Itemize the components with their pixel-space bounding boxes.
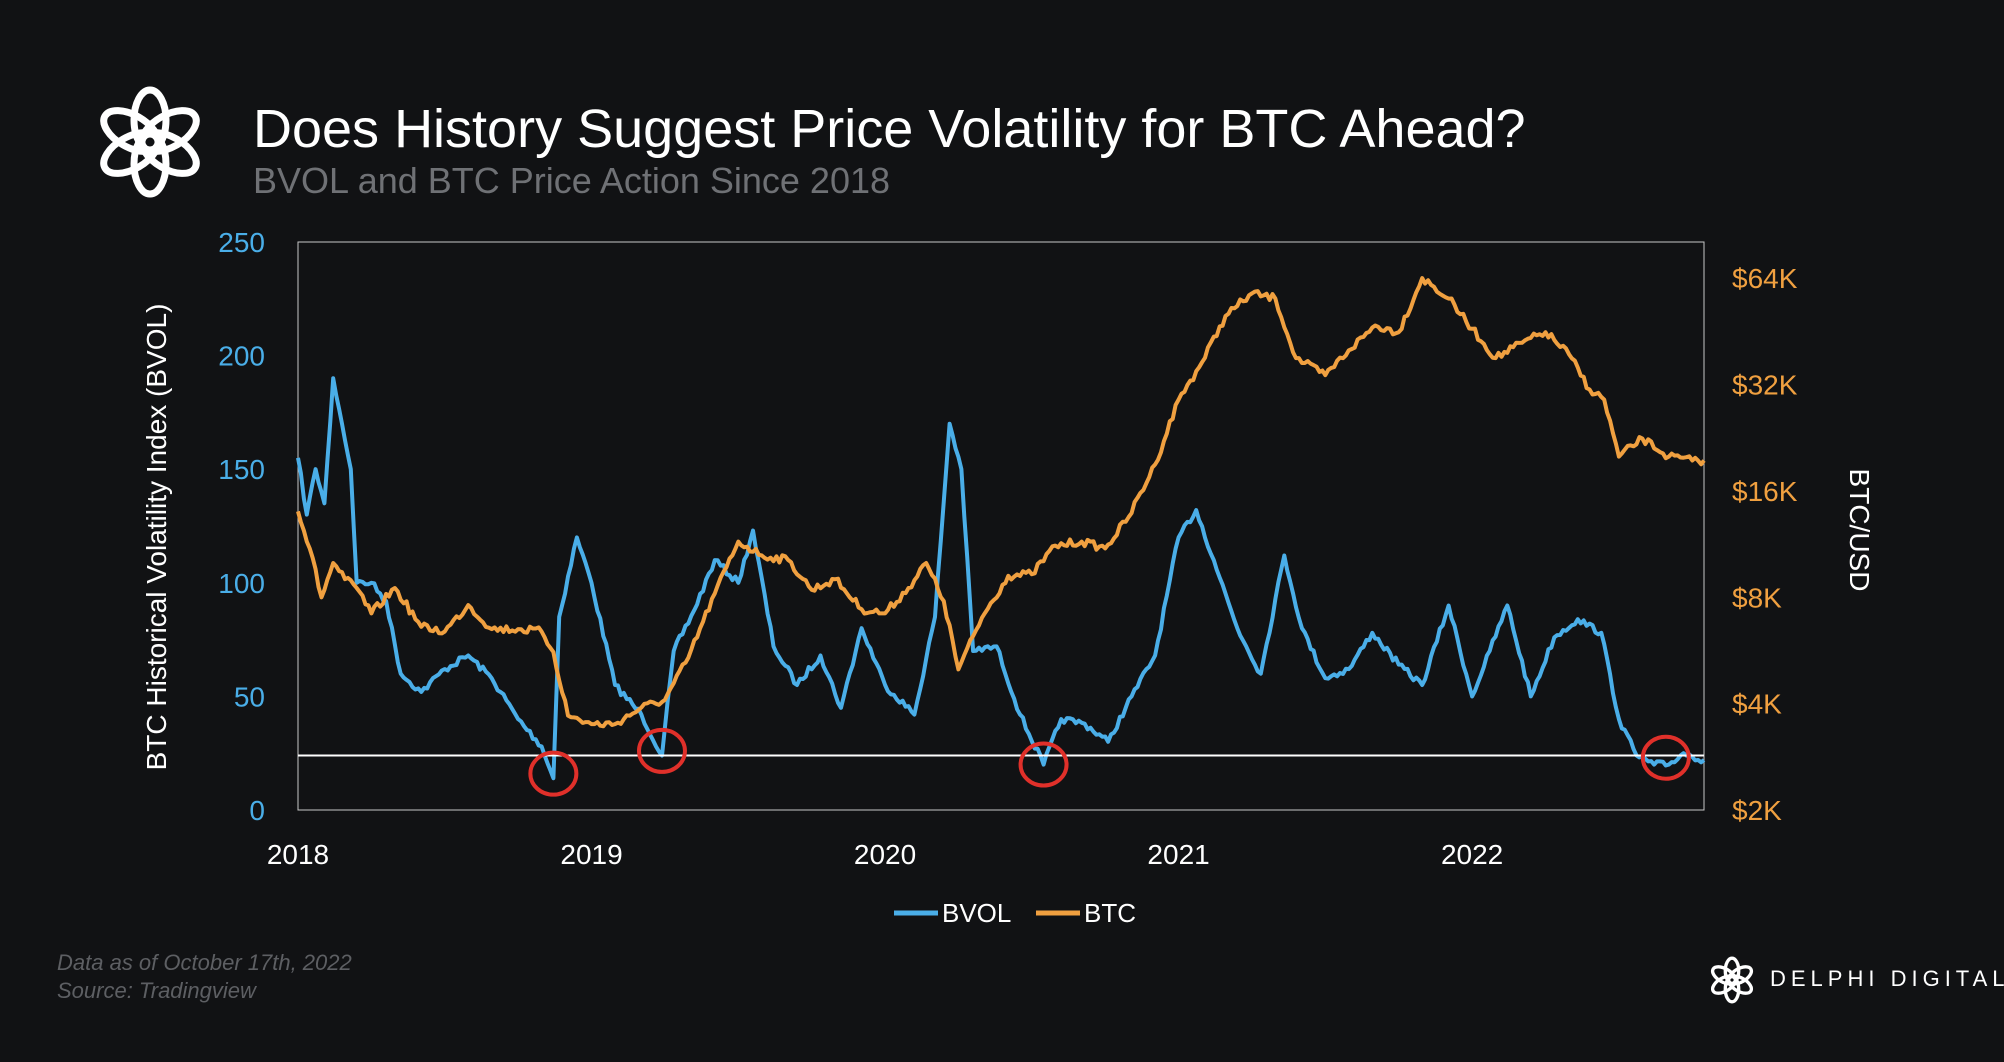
- data-date-note: Data as of October 17th, 2022: [57, 950, 352, 975]
- y2-tick-label: $8K: [1732, 582, 1782, 613]
- y-tick-label: 150: [218, 454, 265, 485]
- plot-frame: [297, 241, 1705, 811]
- y-tick-label: 50: [234, 681, 265, 712]
- y2-tick-label: $16K: [1732, 476, 1798, 507]
- annotation-circle: [1018, 741, 1069, 788]
- legend-label-btc: BTC: [1084, 898, 1136, 928]
- y-tick-label: 100: [218, 568, 265, 599]
- chart: 0 50 100 150 200 250 $2K $4K $8K $16K $32K $64K 20…: [141, 227, 1875, 928]
- x-tick-label: 2020: [854, 839, 916, 870]
- series-line-btc: [296, 276, 1706, 729]
- annotation-circle: [1640, 734, 1691, 781]
- brand-logo-icon: [1710, 956, 1754, 1004]
- delphi-knot-logo-icon: [100, 86, 200, 198]
- y2-tick-label: $2K: [1732, 795, 1782, 826]
- y-tick-label: 0: [249, 795, 265, 826]
- annotation-circle: [528, 750, 579, 797]
- y-tick-label: 200: [218, 341, 265, 372]
- y2-axis-title: BTC/USD: [1844, 469, 1875, 592]
- y-tick-label: 250: [218, 227, 265, 258]
- legend: BVOL BTC: [894, 898, 1136, 928]
- legend-label-bvol: BVOL: [942, 898, 1011, 928]
- x-tick-label: 2018: [267, 839, 329, 870]
- brand-name: DELPHI DIGITAL: [1770, 966, 2004, 991]
- source-note: Source: Tradingview: [57, 978, 256, 1003]
- header-logo: [100, 86, 200, 198]
- y2-tick-label: $4K: [1732, 689, 1782, 720]
- y-axis-title: BTC Historical Volatility Index (BVOL): [141, 304, 172, 771]
- chart-subtitle: BVOL and BTC Price Action Since 2018: [253, 160, 891, 201]
- series-line-bvol: [296, 376, 1706, 781]
- x-tick-label: 2019: [560, 839, 622, 870]
- chart-title: Does History Suggest Price Volatility fo…: [253, 99, 1526, 159]
- x-tick-label: 2021: [1147, 839, 1209, 870]
- y2-tick-label: $64K: [1732, 263, 1798, 294]
- x-tick-label: 2022: [1441, 839, 1503, 870]
- annotation-circle: [636, 727, 687, 774]
- y2-tick-label: $32K: [1732, 370, 1798, 401]
